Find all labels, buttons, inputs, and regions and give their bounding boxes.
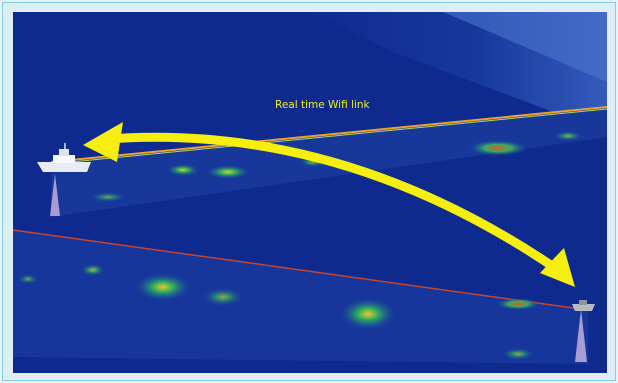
lower-school-2: [135, 273, 191, 301]
wifi-link-caption: Real time Wifi link: [275, 99, 370, 111]
sonar-scene: [13, 12, 607, 373]
lower-school-5: [496, 298, 540, 310]
ship-icon: [37, 143, 91, 172]
double-arrow-icon: [83, 122, 575, 287]
upper-school-6: [90, 192, 126, 202]
left-sonar-beam: [50, 174, 60, 216]
right-sonar-beam: [575, 309, 587, 362]
lower-school-1: [81, 264, 105, 276]
upper-sky-shade-2: [443, 12, 607, 82]
small-boat-icon: [572, 300, 595, 311]
upper-school-4: [468, 140, 528, 156]
sonar-viewport: Real time Wifi link: [13, 12, 607, 373]
lower-school-7: [18, 274, 38, 284]
upper-school-2: [206, 165, 250, 179]
upper-school-5: [554, 131, 582, 141]
lower-school-3: [203, 288, 243, 306]
upper-surface-line: [50, 106, 607, 163]
upper-surface-line-2: [50, 108, 607, 165]
lower-school-6: [502, 348, 534, 360]
lower-school-4: [340, 298, 396, 330]
upper-school-1: [167, 164, 199, 176]
lower-echogram-band: [13, 230, 588, 364]
lower-surface-line: [13, 229, 589, 311]
